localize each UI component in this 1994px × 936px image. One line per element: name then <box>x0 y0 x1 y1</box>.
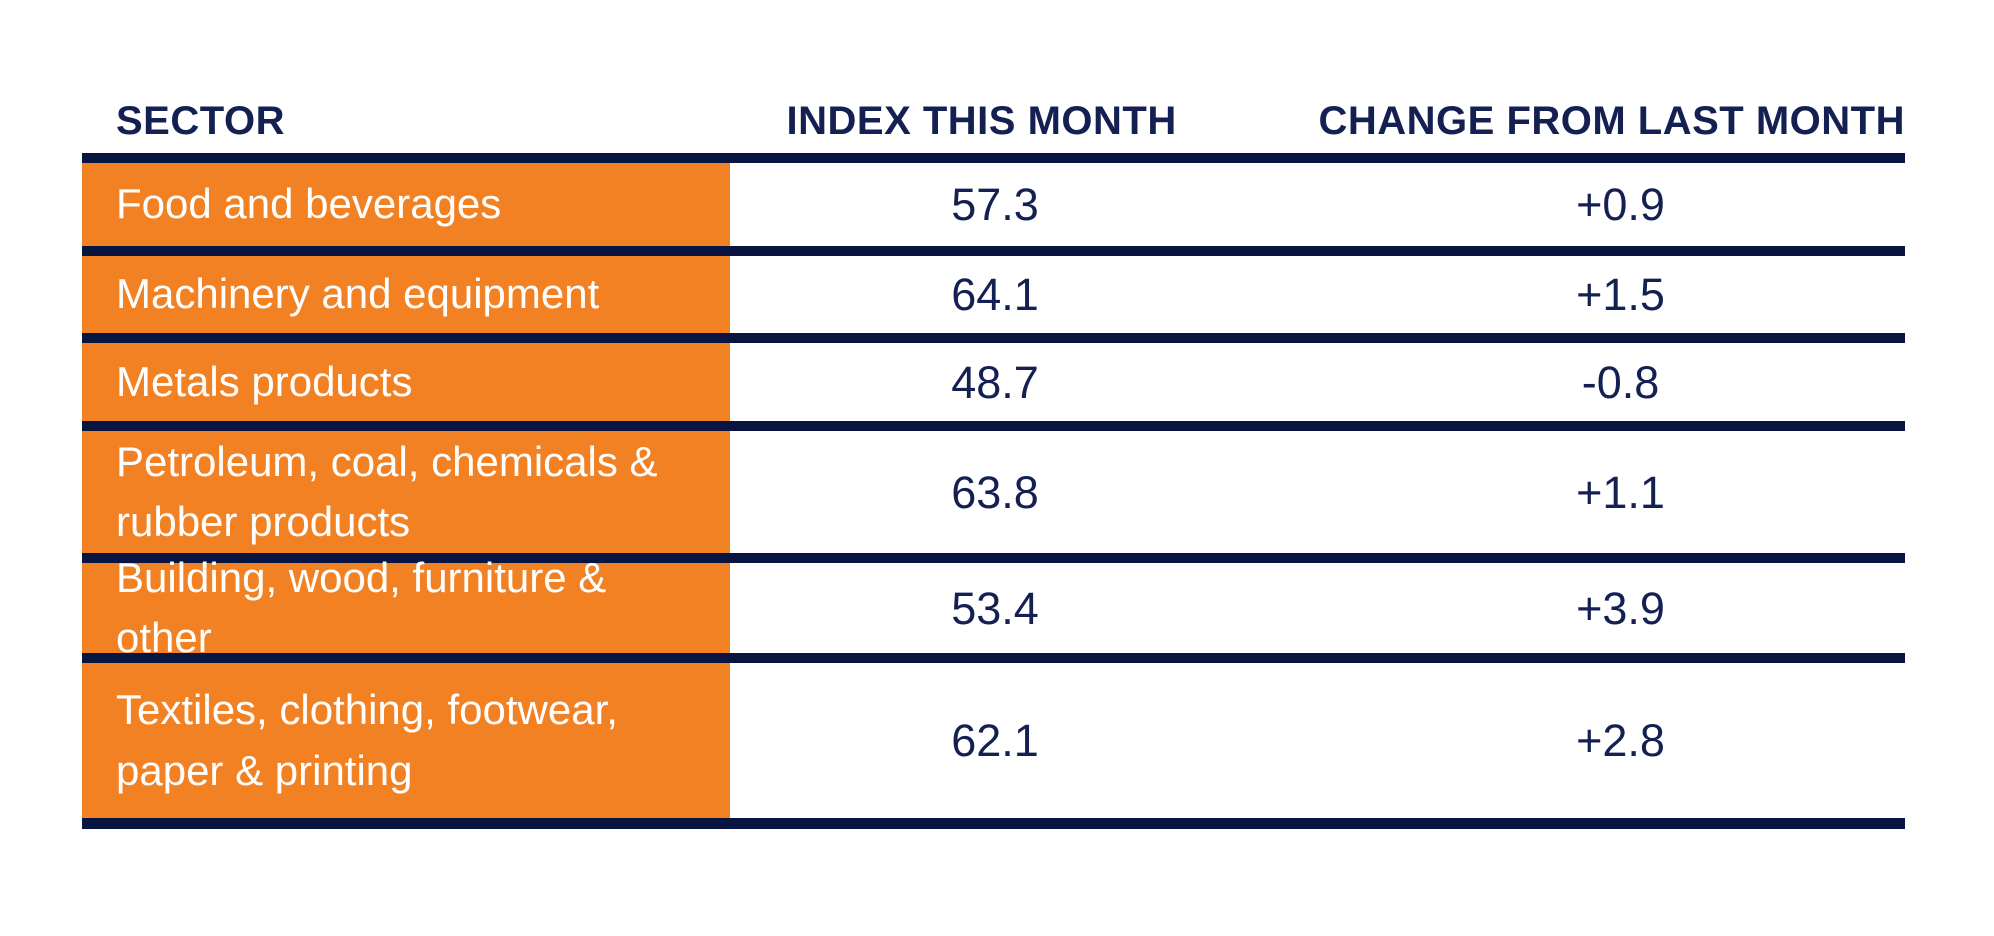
sector-cell: Machinery and equipment <box>82 256 730 333</box>
index-cell: 64.1 <box>951 269 1039 320</box>
column-header-index-this-month: INDEX THIS MONTH <box>786 99 1177 143</box>
table-header-row: SECTOR INDEX THIS MONTH CHANGE FROM LAST… <box>82 70 1905 153</box>
sector-cell: Building, wood, furniture & other <box>82 554 730 661</box>
change-cell: +1.5 <box>1576 269 1665 320</box>
table-row-machinery-and-equipment: Machinery and equipment 64.1 +1.5 <box>82 256 1905 333</box>
change-cell: +0.9 <box>1576 179 1665 230</box>
change-cell: +2.8 <box>1576 715 1665 766</box>
row-divider <box>82 421 1905 431</box>
table-row-textiles-clothing-footwear-paper-printing: Textiles, clothing, footwear, paper & pr… <box>82 663 1905 818</box>
table-bottom-border <box>82 818 1905 829</box>
index-cell: 63.8 <box>951 466 1039 518</box>
table-row-food-and-beverages: Food and beverages 57.3 +0.9 <box>82 163 1905 246</box>
table-row-building-wood-furniture-other: Building, wood, furniture & other 53.4 +… <box>82 554 1905 661</box>
row-divider <box>82 653 1905 663</box>
table-row-metals-products: Metals products 48.7 -0.8 <box>82 343 1905 421</box>
table-row-petroleum-coal-chemicals-rubber: Petroleum, coal, chemicals & rubber prod… <box>82 431 1905 553</box>
sector-index-table: SECTOR INDEX THIS MONTH CHANGE FROM LAST… <box>82 70 1905 829</box>
change-cell: +1.1 <box>1576 466 1665 518</box>
column-header-change-from-last-month: CHANGE FROM LAST MONTH <box>1318 99 1905 143</box>
sector-cell: Petroleum, coal, chemicals & rubber prod… <box>82 431 730 553</box>
index-cell: 53.4 <box>951 582 1039 634</box>
column-header-sector: SECTOR <box>116 99 285 143</box>
sector-cell: Metals products <box>82 343 730 421</box>
change-cell: +3.9 <box>1576 582 1665 634</box>
row-divider <box>82 246 1905 256</box>
header-divider <box>82 153 1905 163</box>
row-divider <box>82 553 1905 563</box>
index-cell: 48.7 <box>951 356 1039 408</box>
row-divider <box>82 333 1905 343</box>
index-cell: 57.3 <box>951 179 1039 230</box>
sector-cell: Food and beverages <box>82 163 730 246</box>
index-cell: 62.1 <box>951 715 1039 766</box>
sector-cell: Textiles, clothing, footwear, paper & pr… <box>82 663 730 818</box>
change-cell: -0.8 <box>1581 356 1660 408</box>
